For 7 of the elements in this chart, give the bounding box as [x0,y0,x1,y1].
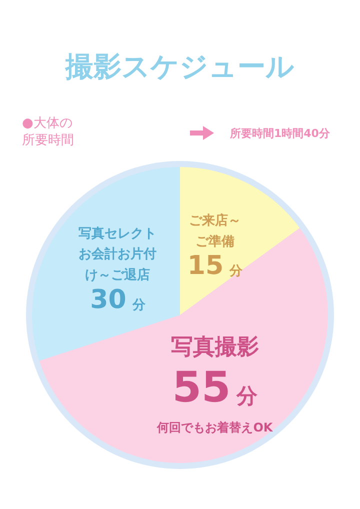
slice-label: ご来店～ご準備 [188,212,241,250]
text: 所要時間1時間40分 [230,126,330,141]
slice-label: 写真撮影 [170,335,259,360]
slice-label: 写真セレクトお会計お片付け～ご退店 [78,226,157,283]
text: ●大体の所要時間 [22,116,75,150]
chart-title: 撮影スケジュール [64,49,296,85]
text: 何回でもお着替えOK [157,420,273,434]
